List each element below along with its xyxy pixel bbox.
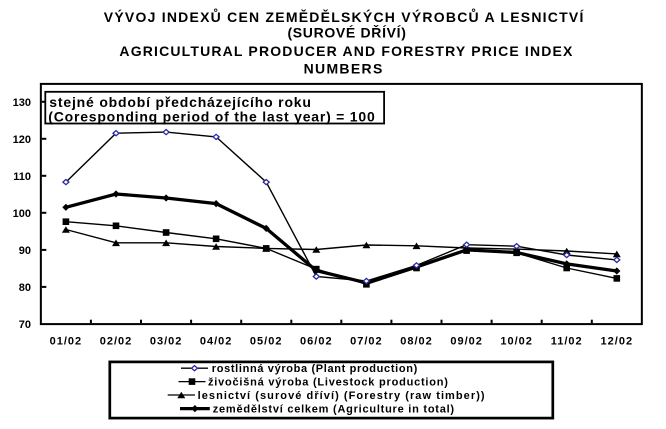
svg-text:VÝVOJ INDEXŮ CEN ZEMĚDĚLSKÝCH: VÝVOJ INDEXŮ CEN ZEMĚDĚLSKÝCH VÝROBCŮ A …: [104, 7, 585, 25]
svg-text:živočišná výroba (Livestock pr: živočišná výroba (Livestock production): [208, 377, 449, 389]
svg-text:80: 80: [19, 282, 31, 294]
svg-text:110: 110: [13, 171, 31, 183]
svg-text:06/02: 06/02: [300, 336, 333, 348]
svg-text:stejné období předcházejícího: stejné období předcházejícího roku: [49, 94, 311, 110]
svg-text:rostlinná výroba (Plant produc: rostlinná výroba (Plant production): [212, 363, 418, 375]
svg-text:11/02: 11/02: [551, 336, 583, 348]
svg-text:02/02: 02/02: [100, 336, 133, 348]
svg-text:05/02: 05/02: [250, 336, 283, 348]
svg-text:(SUROVÉ DŘÍVÍ): (SUROVÉ DŘÍVÍ): [287, 24, 406, 41]
svg-text:NUMBERS: NUMBERS: [304, 61, 384, 77]
svg-text:04/02: 04/02: [200, 336, 233, 348]
svg-text:12/02: 12/02: [601, 336, 634, 348]
svg-text:07/02: 07/02: [350, 336, 383, 348]
svg-text:zemědělství celkem (Agricultur: zemědělství celkem (Agriculture in total…: [213, 404, 455, 416]
svg-text:lesnictví (surové dříví) (Fore: lesnictví (surové dříví) (Forestry (raw …: [198, 390, 486, 402]
svg-text:09/02: 09/02: [450, 336, 483, 348]
svg-text:70: 70: [19, 319, 31, 331]
svg-text:03/02: 03/02: [150, 336, 183, 348]
svg-text:100: 100: [13, 208, 31, 220]
svg-text:AGRICULTURAL PRODUCER AND FORE: AGRICULTURAL PRODUCER AND FORESTRY PRICE…: [119, 43, 573, 59]
svg-text:120: 120: [13, 134, 31, 146]
svg-text:90: 90: [19, 245, 31, 257]
svg-text:01/02: 01/02: [50, 336, 83, 348]
svg-text:130: 130: [13, 97, 31, 109]
svg-text:(Coresponding period of the la: (Coresponding period of the last year) =…: [48, 109, 375, 125]
svg-text:08/02: 08/02: [400, 336, 433, 348]
svg-text:10/02: 10/02: [500, 336, 533, 348]
